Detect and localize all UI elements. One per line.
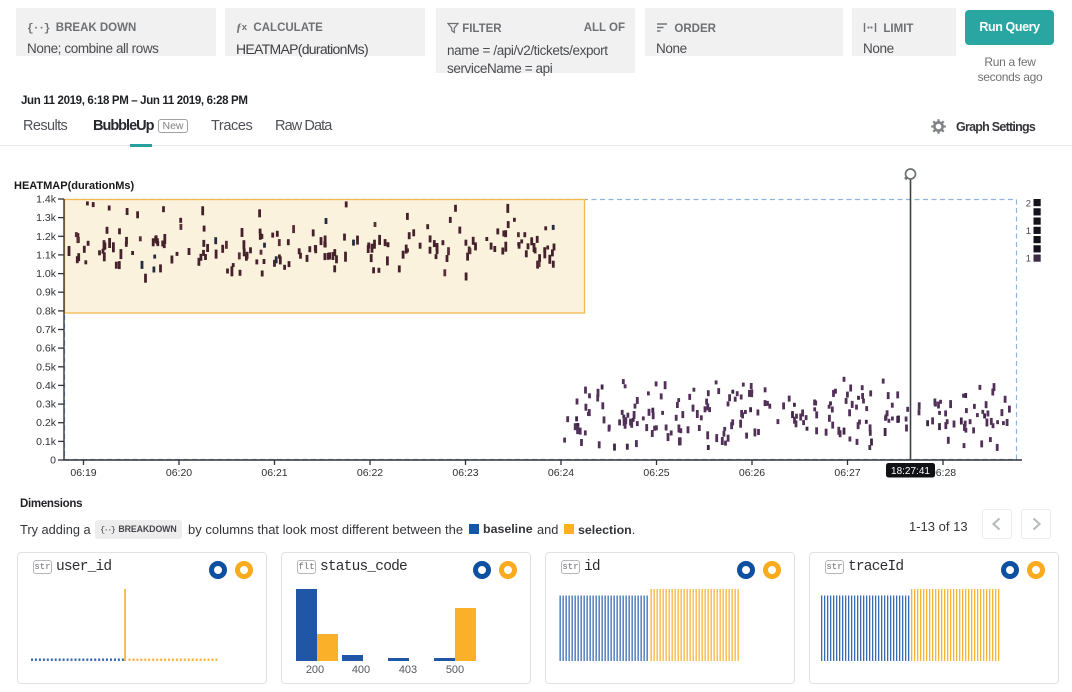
svg-text:403: 403 — [399, 664, 417, 676]
svg-text:0: 0 — [50, 455, 56, 467]
svg-text:0.1k: 0.1k — [36, 436, 57, 448]
svg-text:0.6k: 0.6k — [36, 343, 57, 355]
svg-text:06:27: 06:27 — [834, 467, 860, 479]
svg-text:06:23: 06:23 — [452, 467, 478, 479]
svg-text:400: 400 — [352, 664, 370, 676]
svg-text:06:19: 06:19 — [70, 467, 96, 479]
svg-text:06:20: 06:20 — [166, 467, 192, 479]
svg-text:0.3k: 0.3k — [36, 399, 57, 411]
svg-text:0.9k: 0.9k — [36, 287, 57, 299]
svg-text:1.4k: 1.4k — [36, 194, 57, 206]
svg-text:2: 2 — [1026, 199, 1031, 210]
svg-text:06:22: 06:22 — [357, 467, 383, 479]
svg-text:06:25: 06:25 — [643, 467, 669, 479]
svg-text:06:21: 06:21 — [261, 467, 287, 479]
svg-text:1.1k: 1.1k — [36, 249, 57, 261]
svg-text:0.5k: 0.5k — [36, 361, 57, 373]
svg-text:18:27:41: 18:27:41 — [891, 466, 930, 477]
svg-text:1.2k: 1.2k — [36, 231, 57, 243]
svg-text:0.2k: 0.2k — [36, 417, 57, 429]
svg-text:1.3k: 1.3k — [36, 212, 57, 224]
svg-text:1.0k: 1.0k — [36, 268, 57, 280]
svg-text:1: 1 — [1026, 226, 1031, 237]
svg-text:1: 1 — [1026, 254, 1031, 265]
svg-text:0.4k: 0.4k — [36, 380, 57, 392]
svg-text:06:28: 06:28 — [930, 467, 956, 479]
svg-text:200: 200 — [306, 664, 324, 676]
svg-text:06:24: 06:24 — [548, 467, 574, 479]
svg-text:0.7k: 0.7k — [36, 324, 57, 336]
svg-text:06:26: 06:26 — [739, 467, 765, 479]
svg-text:0.8k: 0.8k — [36, 305, 57, 317]
svg-text:500: 500 — [446, 664, 464, 676]
